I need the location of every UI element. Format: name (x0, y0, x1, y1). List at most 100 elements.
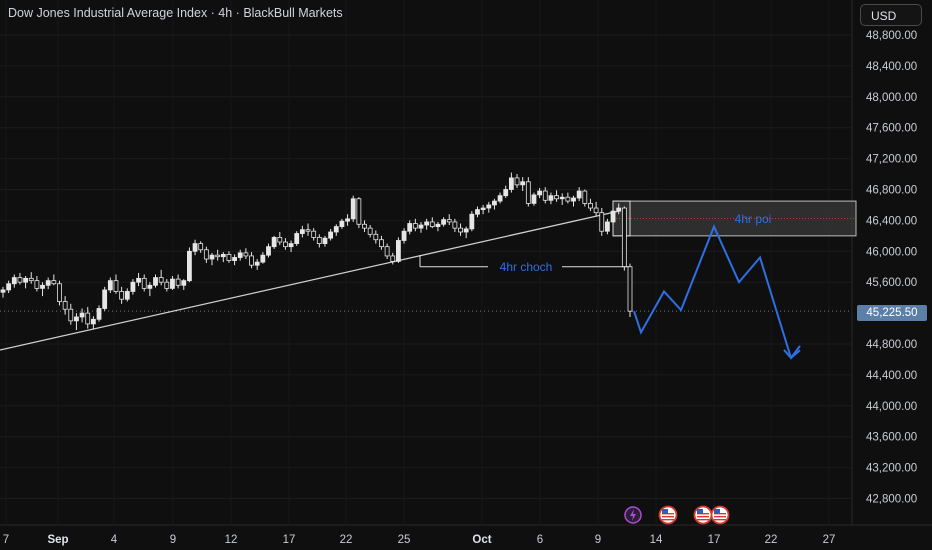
candle (582, 189, 588, 207)
candle (559, 193, 565, 205)
us-flag-icon (710, 505, 730, 525)
time-tick-label: 9 (595, 534, 601, 546)
price-tick-label: 43,600.00 (866, 432, 917, 444)
candle (96, 305, 102, 322)
price-tick-label: 45,600.00 (866, 277, 917, 289)
bull-candle-body (475, 209, 480, 215)
bear-candle-body (429, 221, 435, 227)
price-tick-label: 43,200.00 (866, 463, 917, 475)
bear-candle-body (198, 243, 204, 251)
candle (51, 274, 57, 286)
bear-candle-body (373, 233, 379, 241)
bull-candle-body (299, 229, 305, 234)
time-tick-label: 7 (3, 534, 9, 546)
bear-candle-body (175, 278, 181, 286)
bull-candle-body (396, 240, 401, 262)
candle (520, 177, 526, 192)
candle (220, 252, 226, 263)
candle (68, 303, 74, 325)
price-tick-label: 46,800.00 (866, 185, 917, 197)
candle (107, 277, 113, 294)
bear-candle-body (565, 196, 571, 202)
candle (616, 203, 622, 215)
bear-candle-body (367, 227, 373, 235)
bull-candle-body (497, 195, 503, 202)
candle (249, 252, 254, 269)
bear-candle-body (452, 221, 458, 229)
bull-candle-body (322, 237, 328, 244)
bull-candle-body (576, 190, 582, 199)
candle (627, 263, 633, 317)
bear-candle-body (243, 252, 249, 257)
bull-candle-body (333, 226, 339, 233)
bear-candle-body (141, 277, 147, 289)
candle (418, 221, 424, 233)
bull-candle-body (136, 277, 141, 283)
candle (621, 206, 627, 271)
price-tick-label: 42,800.00 (866, 494, 917, 506)
bull-candle-body (610, 210, 616, 223)
candle (441, 217, 446, 227)
candle (486, 201, 492, 213)
bull-candle-body (153, 277, 158, 286)
bear-candle-body (316, 236, 322, 244)
candle (576, 187, 582, 202)
bull-candle-body (90, 318, 96, 325)
bull-candle-body (537, 190, 543, 196)
price-tick-label: 46,400.00 (866, 215, 917, 227)
bear-candle-body (164, 281, 170, 289)
bull-candle-body (407, 223, 413, 232)
candle (480, 204, 486, 215)
bull-candle-body (187, 250, 192, 282)
bear-candle-body (593, 207, 599, 214)
bear-candle-body (311, 230, 317, 238)
candle (605, 218, 610, 235)
candle (226, 251, 232, 263)
bull-candle-body (170, 278, 175, 289)
candle (525, 177, 531, 207)
candle (429, 217, 435, 229)
poi-rect (612, 200, 857, 237)
candle (260, 252, 266, 264)
price-tick-label: 44,800.00 (866, 339, 917, 351)
bull-candle-body (147, 284, 153, 289)
candle (492, 198, 497, 210)
bull-candle-body (463, 228, 469, 233)
bull-candle-body (339, 220, 345, 227)
bull-candle-body (102, 289, 108, 309)
bear-candle-body (627, 266, 633, 312)
candle (40, 282, 45, 297)
candle (124, 288, 130, 302)
time-tick-label: 9 (170, 534, 176, 546)
candle (412, 218, 418, 232)
bull-candle-body (520, 181, 526, 186)
candle (299, 225, 305, 238)
price-axis: 48,800.00 48,400.00 48,000.00 47,600.00 47,2… (866, 30, 917, 506)
bear-candle-body (525, 181, 531, 204)
bull-candle-body (11, 277, 17, 285)
poi-label: 4hr poi (735, 212, 772, 226)
bull-candle-body (401, 230, 407, 241)
candle (305, 223, 311, 236)
price-tick-label: 48,800.00 (866, 30, 917, 42)
bull-candle-body (294, 233, 300, 244)
candle (548, 192, 554, 205)
bull-candle-body (469, 213, 475, 230)
candle (328, 228, 334, 241)
candle (571, 195, 576, 207)
currency-selector[interactable]: USD (860, 4, 922, 26)
bear-candle-body (119, 291, 125, 300)
bear-candle-body (554, 195, 559, 200)
candle (599, 208, 605, 236)
candle (424, 218, 430, 230)
bear-candle-body (588, 203, 593, 209)
time-tick-label: 22 (765, 534, 778, 546)
candle (350, 195, 356, 222)
price-tick-label: 47,600.00 (866, 123, 917, 135)
candle (311, 228, 317, 241)
candle (187, 247, 192, 283)
candle (362, 220, 367, 232)
candle (469, 211, 475, 232)
candle (11, 274, 17, 288)
